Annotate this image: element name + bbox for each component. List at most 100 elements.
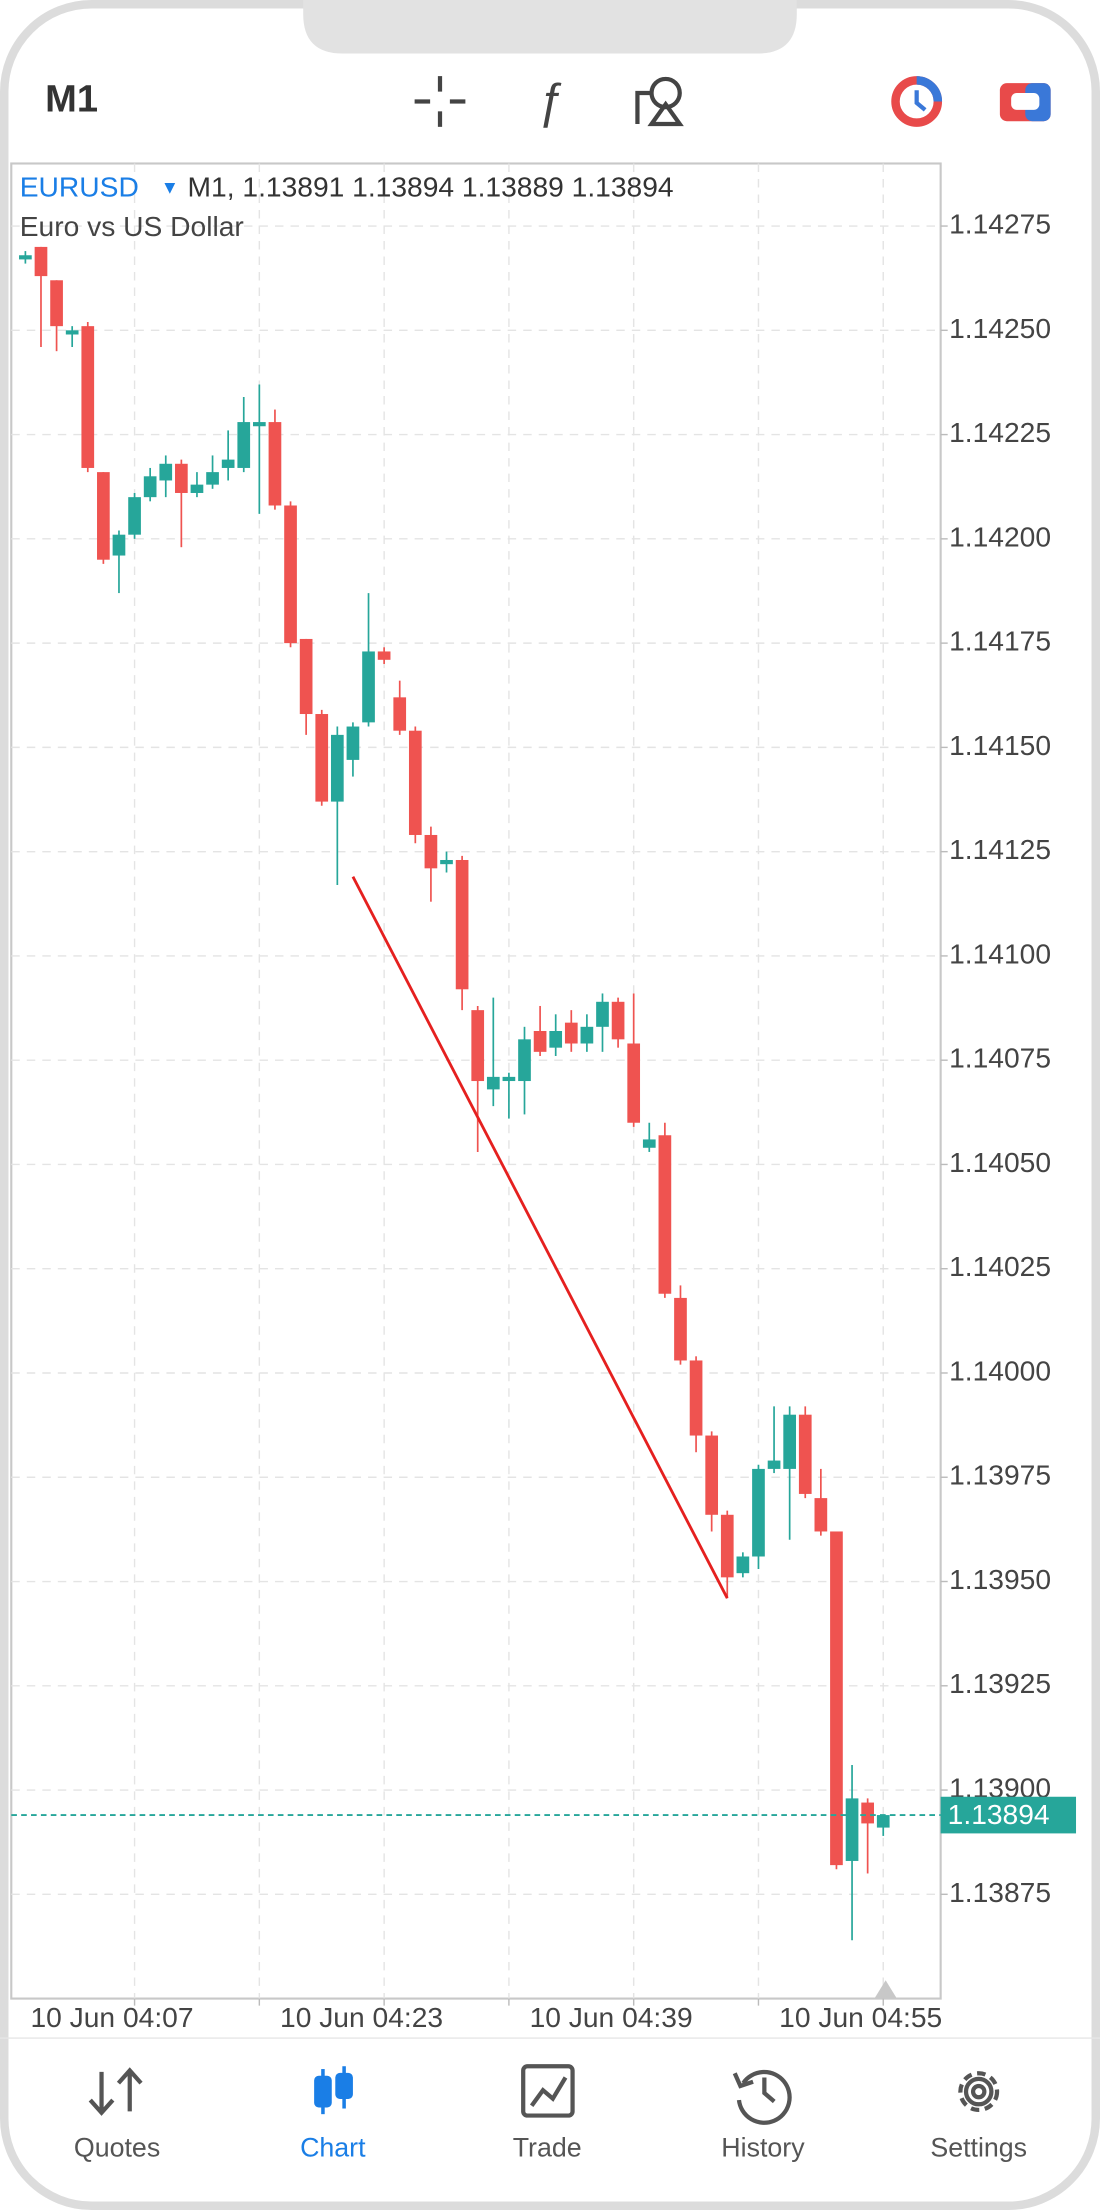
candle-body [876, 1815, 890, 1828]
candle-body [752, 1468, 765, 1557]
y-tick-label: 1.13975 [949, 1459, 1051, 1491]
y-tick-label: 1.14075 [949, 1042, 1051, 1074]
candle-body [34, 246, 48, 277]
candle-body [237, 422, 251, 468]
candle-body [798, 1414, 812, 1494]
y-tick-label: 1.14250 [949, 312, 1051, 344]
candle-body [112, 534, 126, 556]
candle-body [284, 505, 297, 644]
candle-body [549, 1030, 563, 1048]
candle-body [533, 1030, 547, 1052]
candle-body [596, 1001, 609, 1027]
tab-label[interactable]: Settings [930, 2132, 1027, 2162]
candle-body [705, 1435, 719, 1515]
tab-label[interactable]: Quotes [74, 2132, 160, 2162]
candle-body [50, 280, 63, 327]
candle-body [783, 1414, 797, 1469]
candle-body [424, 834, 438, 869]
x-tick-label: 10 Jun 04:07 [30, 2001, 193, 2033]
y-tick-label: 1.14200 [949, 520, 1051, 552]
candle-body [814, 1498, 828, 1532]
candle-body [845, 1798, 859, 1861]
y-tick-label: 1.13925 [949, 1667, 1051, 1699]
tab-label[interactable]: History [721, 2132, 805, 2162]
one-click-icon[interactable] [891, 76, 943, 127]
history-icon[interactable] [732, 2069, 792, 2125]
y-tick-label: 1.14225 [949, 416, 1051, 448]
timeframe[interactable]: M1 [45, 79, 98, 121]
symbol-dropdown[interactable]: ▼ [161, 177, 179, 198]
candle-body [393, 697, 407, 731]
x-tick-label: 10 Jun 04:23 [280, 2001, 443, 2033]
tab-bar: Quotes Chart Trade History Settings [74, 2132, 1027, 2162]
y-tick-label: 1.14025 [949, 1250, 1051, 1282]
candle-body [206, 472, 219, 485]
candle-body [611, 1001, 625, 1040]
candle-body [627, 1043, 641, 1123]
candle-body [440, 859, 453, 865]
objects-icon[interactable] [635, 76, 684, 127]
crosshair-icon[interactable] [414, 76, 466, 127]
candle-body [767, 1460, 781, 1469]
candle-body [190, 484, 204, 493]
candle-body [221, 459, 235, 468]
candle-body [455, 859, 469, 990]
symbol[interactable]: EURUSD [20, 170, 139, 202]
y-tick-label: 1.14125 [949, 833, 1051, 865]
y-tick-label: 1.14100 [949, 937, 1051, 969]
plot-frame [10, 162, 942, 2000]
candle-body [720, 1514, 734, 1578]
candles: 1.13894 [11, 246, 1077, 1941]
candle-body [19, 255, 32, 260]
y-tick-label: 1.14275 [949, 208, 1051, 240]
tab-label[interactable]: Trade [513, 2132, 582, 2162]
tab-label[interactable]: Chart [300, 2132, 366, 2162]
x-tick-label: 10 Jun 04:39 [530, 2001, 693, 2033]
candle-body [299, 638, 313, 715]
candle-body [861, 1802, 874, 1824]
trade-toggle-icon[interactable] [999, 83, 1051, 122]
notch [303, 0, 797, 54]
candle-body [268, 422, 282, 506]
last-price-label: 1.13894 [948, 1798, 1050, 1830]
subtitle: Euro vs US Dollar [20, 210, 244, 242]
candle-body [315, 714, 329, 802]
y-tick-label: 1.13875 [949, 1876, 1051, 1908]
chart-icon[interactable] [314, 2066, 353, 2115]
x-tick-label: 10 Jun 04:55 [779, 2001, 942, 2033]
trade-icon[interactable] [521, 2064, 575, 2118]
trendline [351, 876, 729, 1599]
candle-body [65, 330, 79, 335]
candle-body [689, 1360, 703, 1436]
candle-body [377, 651, 391, 660]
candle-body [642, 1139, 656, 1148]
candle-body [346, 726, 360, 760]
y-tick-label: 1.14050 [949, 1146, 1051, 1178]
last-price-box [940, 1796, 1077, 1834]
candle-body [658, 1135, 672, 1294]
y-tick-label: 1.13950 [949, 1563, 1051, 1595]
candle-body [736, 1556, 750, 1574]
candle-body [674, 1297, 687, 1361]
quotes-icon[interactable] [88, 2067, 143, 2116]
candle-body [330, 734, 344, 802]
candle-body [252, 422, 266, 427]
candle-body [486, 1076, 500, 1090]
settings-icon[interactable] [958, 2071, 1000, 2113]
indicators-icon[interactable]: ƒ [537, 75, 564, 128]
candle-body [471, 1010, 485, 1082]
candle-body [362, 651, 375, 723]
candle-body [143, 476, 157, 498]
y-tick-label: 1.14150 [949, 729, 1051, 761]
candle-body [128, 497, 141, 535]
candle-body [518, 1039, 531, 1082]
candle-body [175, 463, 188, 493]
scroll-marker [874, 1980, 897, 1999]
y-tick-label: 1.14000 [949, 1354, 1051, 1386]
y-tick-label: 1.14175 [949, 625, 1051, 657]
candle-body [830, 1531, 843, 1866]
candle-body [408, 730, 422, 835]
candle-body [97, 472, 110, 560]
